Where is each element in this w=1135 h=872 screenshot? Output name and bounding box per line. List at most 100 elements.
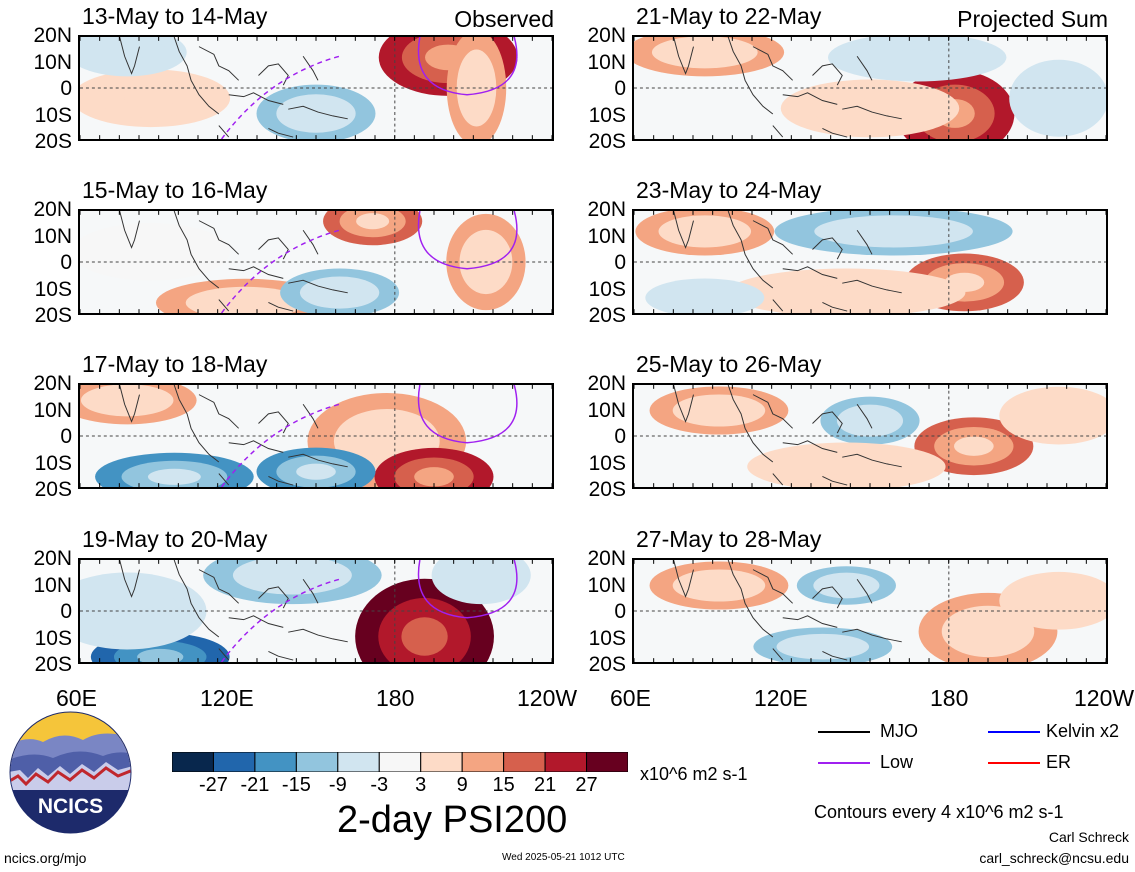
lat-label: 20N <box>33 547 72 570</box>
lat-label: 10N <box>587 398 626 422</box>
anomaly-shading <box>853 412 887 429</box>
anomaly-shading <box>684 291 725 305</box>
colorbar-tick-label: 9 <box>456 774 468 796</box>
low-contour <box>417 560 518 619</box>
colorbar-tick-label: -27 <box>199 774 228 796</box>
colorbar-units: x10^6 m2 s-1 <box>640 764 748 784</box>
coastline <box>119 37 348 138</box>
colorbar-tick-label: 3 <box>415 774 427 796</box>
anomaly-shading <box>813 458 880 475</box>
logo-text: NCICS <box>38 795 103 818</box>
anomaly-shading <box>681 223 728 240</box>
lat-label: 10S <box>588 277 626 301</box>
lon-label: 180 <box>376 685 415 711</box>
legend-kelvin: Kelvin x2 <box>1046 721 1120 741</box>
contour-note: Contours every 4 x10^6 m2 s-1 <box>814 802 1064 822</box>
lat-label: 20N <box>33 24 72 47</box>
lon-label: 120W <box>1074 685 1135 711</box>
lon-label: 120E <box>754 685 808 711</box>
lat-label: 10N <box>33 398 72 422</box>
anomaly-shading <box>296 463 336 480</box>
low-contour <box>417 385 518 444</box>
anomaly-shading <box>695 402 743 419</box>
anomaly-shading <box>954 436 994 456</box>
panel-title: 13-May to 14-May <box>82 3 268 29</box>
colorbar-swatch <box>461 752 505 772</box>
panel-corner-label: Projected Sum <box>957 6 1108 32</box>
lon-label: 60E <box>610 685 651 711</box>
low-contour <box>417 37 518 96</box>
coastline <box>673 385 902 486</box>
coastline <box>673 560 902 661</box>
anomaly-shading <box>100 598 154 624</box>
colorbar-tick-label: 15 <box>492 774 515 796</box>
lat-label: 20N <box>587 372 626 395</box>
colorbar-swatch <box>172 752 214 772</box>
lat-label: 10S <box>34 451 72 475</box>
colorbar-swatch <box>420 752 463 772</box>
anomaly-shading <box>887 49 947 66</box>
lon-label: 180 <box>930 685 969 711</box>
panel-title: 17-May to 18-May <box>82 351 268 377</box>
legend-er: ER <box>1046 752 1072 772</box>
ncics-logo: NCICS <box>8 710 133 835</box>
anomaly-shading <box>414 467 454 487</box>
lat-label: 0 <box>60 251 72 274</box>
colorbar-swatch <box>503 752 546 772</box>
lat-label: 10N <box>587 224 626 248</box>
psi200-map <box>78 35 554 141</box>
panel-title: 25-May to 26-May <box>636 351 822 377</box>
colorbar-tick-label: 21 <box>533 774 557 796</box>
psi200-map <box>632 209 1108 315</box>
coastline <box>119 385 348 486</box>
anomaly-shading <box>215 294 275 311</box>
mjo-line-swatch <box>818 731 870 733</box>
author-name: Carl Schreck <box>1048 829 1129 845</box>
lat-label: 10N <box>33 573 72 597</box>
anomaly-shading <box>799 640 846 654</box>
coastline <box>673 37 902 138</box>
lat-label: 0 <box>60 600 72 623</box>
anomaly-shading <box>107 44 148 61</box>
anomaly-shading <box>806 284 887 301</box>
anomaly-shading <box>840 98 900 119</box>
lat-label: 10S <box>588 451 626 475</box>
low-contour-negative <box>220 578 340 662</box>
anomaly-shading <box>124 88 178 108</box>
lat-label: 0 <box>614 425 626 448</box>
lat-label: 0 <box>614 600 626 623</box>
lat-label: 10N <box>33 50 72 74</box>
anomaly-shading <box>829 579 863 592</box>
colorbar-tick-label: 27 <box>575 774 598 796</box>
colorbar-swatch <box>544 752 588 772</box>
anomaly-shading <box>401 617 448 656</box>
lat-label: 10S <box>34 626 72 650</box>
colorbar-swatch <box>212 752 256 772</box>
lat-label: 10S <box>34 277 72 301</box>
anomaly-shading <box>147 468 201 485</box>
lat-label: 20S <box>588 653 626 676</box>
colorbar-swatch <box>295 752 339 772</box>
coastline <box>119 211 348 312</box>
lat-label: 20S <box>34 653 72 676</box>
lat-label: 0 <box>614 77 626 100</box>
colorbar-tick-label: -21 <box>240 774 270 796</box>
lat-label: 20N <box>33 198 72 221</box>
lat-label: 20N <box>587 24 626 47</box>
anomaly-shading <box>360 425 414 458</box>
psi200-map <box>78 209 554 315</box>
coastline <box>119 560 348 661</box>
lat-label: 10S <box>588 626 626 650</box>
panel-title: 19-May to 20-May <box>82 526 268 552</box>
lat-label: 20N <box>587 198 626 221</box>
low-contour-negative <box>220 229 340 313</box>
lon-label: 120E <box>200 685 254 711</box>
panel-title: 15-May to 16-May <box>82 177 268 203</box>
anomaly-shading <box>695 577 743 594</box>
anomaly-shading <box>678 44 732 61</box>
panel-corner-label: Observed <box>454 6 554 32</box>
footer-url: ncics.org/mjo <box>4 850 87 866</box>
colorbar-swatches <box>172 752 628 772</box>
lon-label: 120W <box>517 685 578 711</box>
anomaly-shading <box>1038 591 1079 611</box>
